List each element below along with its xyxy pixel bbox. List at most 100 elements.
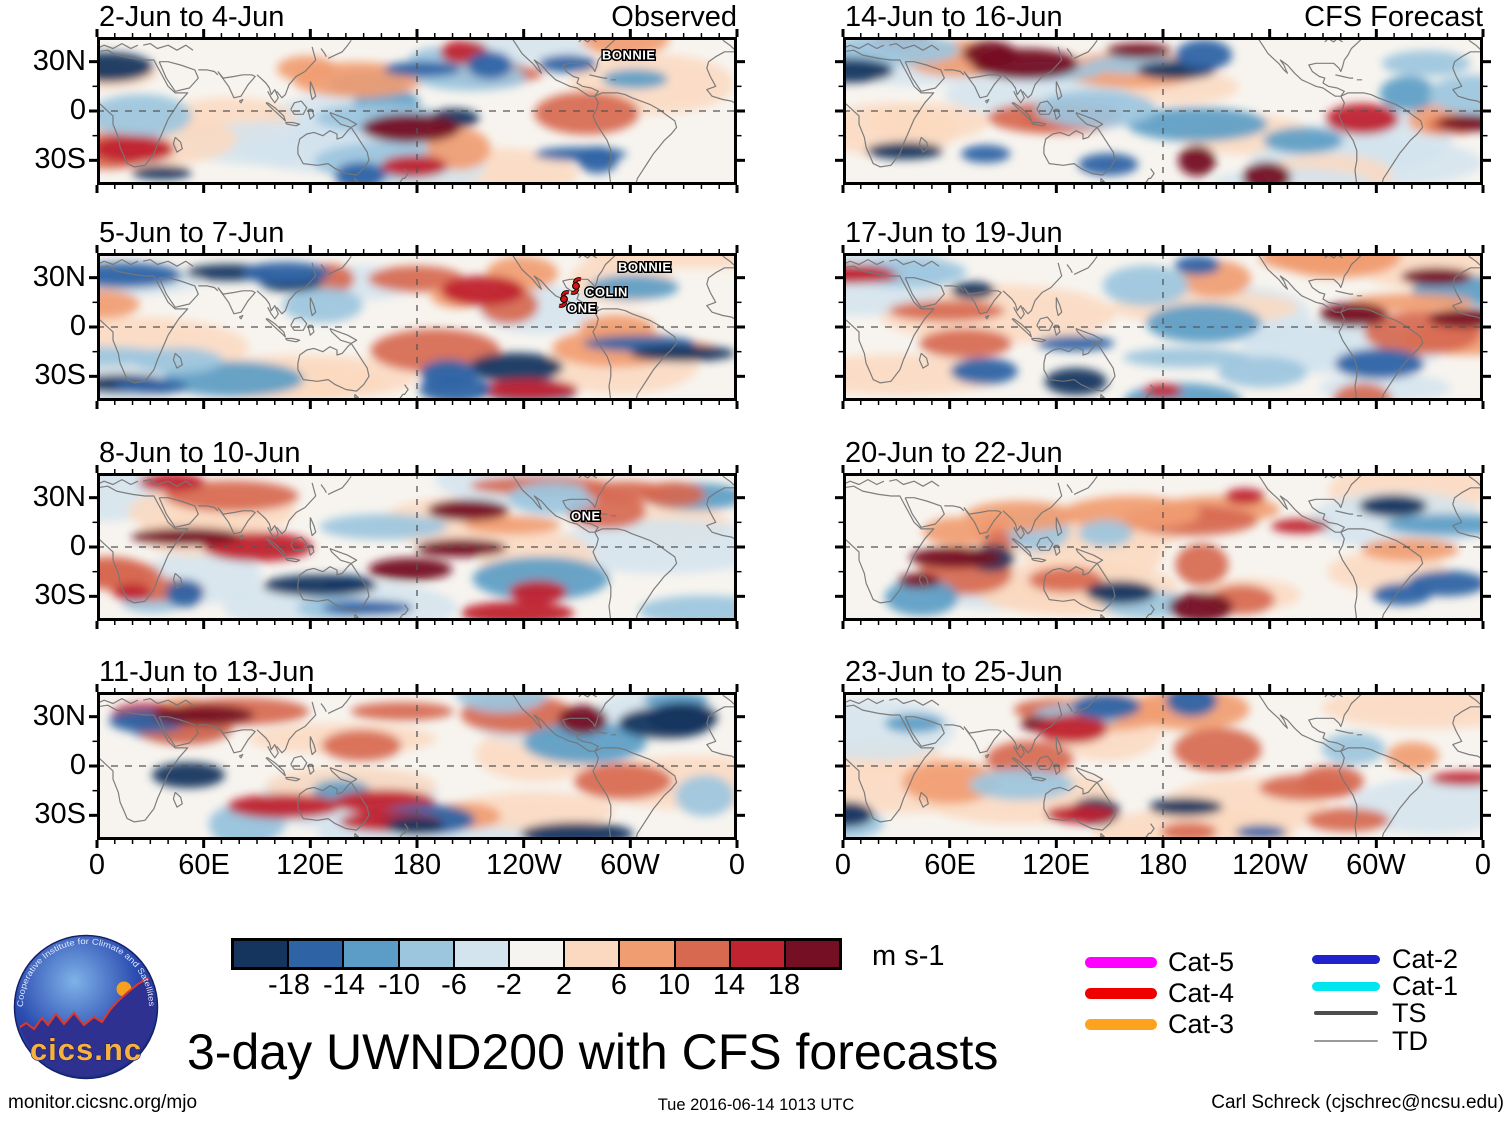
panel-title: 5-Jun to 7-Jun: [99, 217, 285, 249]
storm-track-marker-icon: [558, 290, 570, 308]
colorbar-cell: [397, 941, 453, 967]
panel-title: 17-Jun to 19-Jun: [845, 217, 1063, 249]
legend-line-swatch: [1085, 956, 1157, 968]
lon-tick-label: 60W: [1346, 849, 1406, 881]
lon-tick-label: 60W: [600, 849, 660, 881]
legend-label: Cat-2: [1392, 944, 1459, 974]
colorbar-cell: [673, 941, 729, 967]
footer-timestamp: Tue 2016-06-14 1013 UTC: [657, 1096, 855, 1114]
storm-label: BONNIE: [602, 47, 656, 62]
map-panel-7: [835, 684, 1491, 848]
figure-title: 3-day UWND200 with CFS forecasts: [187, 1024, 999, 1080]
lat-tick-label: 0: [69, 94, 86, 126]
panel-title: 14-Jun to 16-Jun: [845, 1, 1063, 33]
lat-tick-label: 30S: [34, 359, 86, 391]
coastline-outline: [97, 37, 737, 185]
legend-line-swatch: [1312, 954, 1380, 964]
lon-tick-label: 0: [728, 849, 746, 881]
colorbar-tick-label: 18: [767, 969, 801, 1001]
map-panel-5: [835, 245, 1491, 409]
lon-tick-label: 0: [834, 849, 852, 881]
map-panel-6: [835, 465, 1491, 629]
map-panel-4: [835, 29, 1491, 193]
storm-label: BONNIE: [618, 259, 672, 274]
legend-line-swatch: [1314, 1011, 1378, 1015]
coastline-outline: [97, 473, 737, 621]
footer-url: monitor.cicsnc.org/mjo: [8, 1092, 198, 1113]
lat-tick-label: 30N: [32, 261, 86, 293]
legend-line-swatch: [1314, 1040, 1378, 1042]
map-panel-0: BONNIE: [89, 29, 745, 193]
coastline-outline: [843, 37, 1483, 185]
storm-label: COLIN: [585, 284, 628, 299]
colorbar-cell: [287, 941, 343, 967]
legend-label: TS: [1392, 998, 1427, 1028]
panel-corner-label: Observed: [611, 1, 737, 33]
legend-line-swatch: [1085, 1018, 1157, 1030]
storm-track-marker-icon: [570, 277, 582, 295]
lon-tick-label: 60E: [178, 849, 230, 881]
lon-tick-label: 180: [1138, 849, 1188, 881]
legend-label: Cat-3: [1168, 1009, 1235, 1039]
lat-tick-label: 30S: [34, 798, 86, 830]
colorbar-units: m s-1: [872, 940, 945, 972]
colorbar-cell: [783, 941, 840, 967]
colorbar-tick-label: -18: [268, 969, 310, 1001]
lon-tick-label: 120W: [1232, 849, 1308, 881]
legend-label: Cat-4: [1168, 978, 1235, 1008]
lon-tick-label: 120W: [486, 849, 562, 881]
colorbar-cell: [234, 941, 288, 967]
colorbar: [231, 938, 842, 970]
panel-title: 20-Jun to 22-Jun: [845, 437, 1063, 469]
colorbar-cell: [342, 941, 398, 967]
colorbar-tick-label: 2: [555, 969, 573, 1001]
lon-tick-label: 60E: [924, 849, 976, 881]
logo-mountain-icon: [17, 974, 155, 1076]
colorbar-tick-label: 6: [610, 969, 628, 1001]
colorbar-cell: [728, 941, 784, 967]
colorbar-tick-label: -6: [441, 969, 467, 1001]
lat-tick-label: 0: [69, 310, 86, 342]
lat-tick-label: 30S: [34, 143, 86, 175]
coastline-outline: [843, 253, 1483, 401]
lat-tick-label: 0: [69, 749, 86, 781]
lon-tick-label: 120E: [276, 849, 344, 881]
coastline-outline: [97, 253, 737, 401]
lat-tick-label: 0: [69, 530, 86, 562]
lon-tick-label: 0: [88, 849, 106, 881]
legend-line-swatch: [1085, 987, 1157, 999]
legend-label: TD: [1392, 1026, 1428, 1056]
cicsnc-logo: Cooperative Institute for Climate and Sa…: [13, 934, 159, 1080]
legend-label: Cat-1: [1392, 971, 1459, 1001]
colorbar-tick-label: -10: [378, 969, 420, 1001]
logo-ridge-line: [17, 973, 155, 1031]
lat-tick-label: 30N: [32, 700, 86, 732]
colorbar-cell: [563, 941, 619, 967]
storm-label: ONE: [567, 300, 597, 315]
colorbar-tick-label: -2: [496, 969, 522, 1001]
colorbar-cell: [618, 941, 674, 967]
panel-title: 8-Jun to 10-Jun: [99, 437, 301, 469]
panel-title: 2-Jun to 4-Jun: [99, 1, 285, 33]
colorbar-tick-label: 10: [657, 969, 691, 1001]
panel-title: 11-Jun to 13-Jun: [99, 656, 315, 688]
lon-tick-label: 0: [1474, 849, 1492, 881]
map-panel-3: [89, 684, 745, 848]
storm-label: ONE: [571, 508, 601, 523]
colorbar-cell: [452, 941, 508, 967]
colorbar-tick-label: -14: [323, 969, 365, 1001]
coastline-outline: [843, 473, 1483, 621]
lat-tick-label: 30S: [34, 579, 86, 611]
lon-tick-label: 120E: [1022, 849, 1090, 881]
coastline-outline: [843, 692, 1483, 840]
colorbar-cell: [507, 941, 564, 967]
panel-title: 23-Jun to 25-Jun: [845, 656, 1063, 688]
lat-tick-label: 30N: [32, 481, 86, 513]
panel-corner-label: CFS Forecast: [1304, 1, 1483, 33]
legend-line-swatch: [1312, 981, 1380, 991]
map-panel-2: ONE: [89, 465, 745, 629]
logo-name: cics.nc: [30, 1032, 142, 1067]
lon-tick-label: 180: [392, 849, 442, 881]
